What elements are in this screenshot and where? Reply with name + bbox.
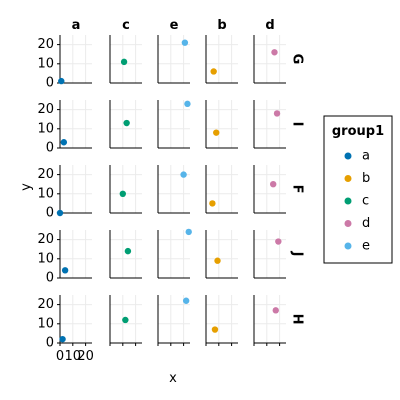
data-point-J-c (124, 247, 132, 255)
facet-panel-G-d (253, 35, 286, 84)
data-point-H-e (182, 297, 190, 304)
data-point-H-b (211, 326, 219, 333)
facet-panel-J-e (157, 230, 190, 279)
legend-label-d: d (362, 216, 370, 231)
facet-panel-G-c (109, 35, 142, 84)
column-facet-label: c (122, 18, 130, 33)
data-point-G-d (271, 49, 278, 56)
y-tick-label: 0 (46, 271, 54, 286)
x-tick-label: 0 (56, 349, 64, 364)
data-point-J-a (61, 267, 69, 274)
row-facet-labels: G I F J H (290, 54, 305, 325)
y-tick-label: 20 (37, 167, 54, 182)
data-point-J-d (275, 238, 282, 245)
y-tick-label: 10 (37, 316, 54, 331)
y-tick-label: 20 (37, 102, 54, 117)
row-facet-label: H (290, 314, 305, 325)
row-facet-label: I (290, 122, 305, 127)
facet-grid (56, 35, 286, 346)
facet-panel-H-e (157, 295, 190, 346)
y-tick-label: 10 (37, 121, 54, 136)
data-point-G-a (58, 77, 65, 85)
row-facet-label: G (290, 54, 305, 65)
legend-box (323, 115, 393, 264)
y-tick-label: 20 (37, 297, 54, 312)
facet-panel-F-b (205, 165, 238, 214)
data-point-J-e (185, 228, 192, 236)
y-tick-label: 20 (37, 232, 54, 247)
y-tick-label: 10 (37, 186, 54, 201)
legend-label-a: a (362, 149, 370, 164)
facet-panel-G-a (57, 35, 92, 84)
data-point-G-b (210, 68, 217, 75)
facet-panel-H-b (205, 295, 238, 346)
data-point-F-b (209, 200, 216, 207)
data-point-I-a (60, 139, 68, 146)
facet-panel-F-c (109, 165, 142, 214)
legend-marker-d (344, 220, 352, 227)
legend-title: group1 (332, 124, 384, 139)
facet-panel-I-b (205, 100, 238, 149)
data-point-G-e (181, 39, 189, 46)
x-tick-label: 10 (65, 349, 82, 364)
data-point-H-a (59, 335, 66, 343)
legend-label-e: e (362, 239, 370, 254)
y-tick-label: 10 (37, 251, 54, 266)
y-tick-label: 0 (46, 141, 54, 156)
y-axis-label: y (19, 183, 34, 191)
facet-panel-F-d (253, 165, 286, 214)
legend-label-b: b (362, 171, 370, 186)
facet-panel-F-a (57, 165, 92, 214)
y-axis-tick-labels: 0 10 20 0 10 20 0 10 20 0 10 20 0 10 20 (37, 37, 54, 350)
facet-panel-J-c (109, 230, 142, 279)
y-tick-label: 10 (37, 56, 54, 71)
facet-panel-I-c (109, 100, 142, 149)
legend-marker-e (344, 242, 352, 250)
data-point-I-d (273, 110, 281, 117)
facet-panel-I-a (57, 100, 92, 149)
facet-panel-H-a (57, 295, 92, 346)
row-facet-label: F (290, 185, 305, 194)
data-point-F-c (119, 190, 127, 197)
column-facet-label: d (265, 18, 274, 33)
column-facet-label: e (170, 18, 179, 33)
column-facet-label: a (72, 18, 81, 33)
data-point-I-e (184, 100, 191, 108)
data-point-J-b (214, 257, 221, 264)
data-point-G-c (120, 58, 128, 66)
row-facet-label: J (290, 251, 305, 257)
data-point-F-a (56, 209, 64, 217)
data-point-F-d (270, 181, 277, 188)
data-point-I-b (213, 129, 220, 136)
data-point-H-c (122, 316, 129, 324)
facet-panel-J-a (57, 230, 92, 279)
facet-panel-I-e (157, 100, 190, 149)
facet-panel-I-d (253, 100, 286, 149)
legend-marker-b (344, 175, 352, 182)
legend-label-c: c (362, 194, 369, 209)
y-tick-label: 0 (46, 76, 54, 91)
legend-marker-c (344, 197, 352, 205)
column-facet-label: b (217, 18, 226, 33)
facet-panel-H-d (253, 295, 286, 346)
y-tick-label: 0 (46, 206, 54, 221)
facet-panel-G-b (205, 35, 238, 84)
data-point-F-e (180, 171, 187, 178)
data-point-H-d (272, 307, 279, 314)
data-point-I-c (123, 119, 130, 127)
y-tick-label: 0 (46, 336, 54, 351)
x-tick-label: 20 (77, 349, 94, 364)
facet-panel-J-d (253, 230, 286, 279)
x-axis-label: x (169, 371, 177, 386)
y-tick-label: 20 (37, 37, 54, 52)
legend-marker-a (344, 152, 352, 160)
facet-panel-J-b (205, 230, 238, 279)
